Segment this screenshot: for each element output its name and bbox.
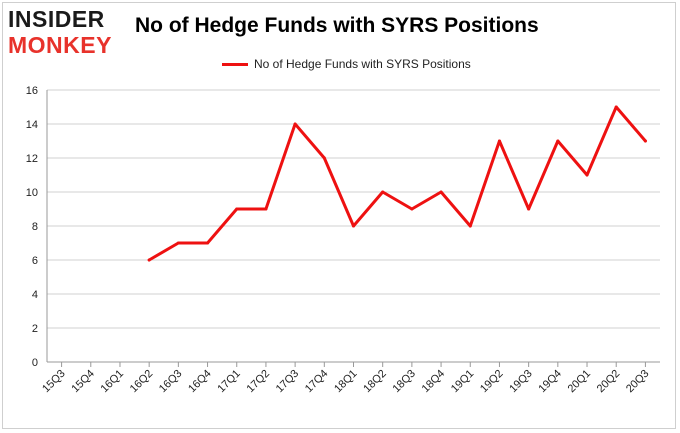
data-point	[176, 241, 180, 245]
legend-label: No of Hedge Funds with SYRS Positions	[254, 57, 471, 71]
x-tick-label: 16Q2	[128, 368, 156, 396]
y-tick-label: 10	[26, 187, 38, 199]
x-tick-label: 17Q4	[303, 368, 331, 396]
y-tick-label: 0	[32, 357, 38, 369]
chart-title: No of Hedge Funds with SYRS Positions	[135, 14, 539, 37]
x-tick-label: 18Q3	[390, 368, 418, 396]
logo-line-2: MONKEY	[8, 32, 112, 58]
x-tick-label: 16Q1	[99, 368, 127, 396]
x-tick-label: 20Q2	[595, 368, 623, 396]
y-tick-label: 2	[32, 323, 38, 335]
data-point	[527, 207, 531, 211]
data-point	[352, 224, 355, 228]
x-tick-label: 17Q1	[215, 368, 243, 396]
data-point	[147, 258, 151, 262]
x-tick-label: 19Q1	[449, 368, 477, 396]
y-tick-label: 14	[26, 119, 38, 131]
logo-line-1: INSIDER	[8, 6, 105, 32]
y-tick-label: 16	[26, 85, 38, 97]
series-line	[147, 105, 647, 262]
x-tick-label: 16Q3	[157, 368, 185, 396]
x-tick-label: 17Q3	[274, 368, 302, 396]
chart-legend: No of Hedge Funds with SYRS Positions	[222, 56, 471, 72]
x-tick-label: 19Q2	[478, 368, 506, 396]
data-point	[264, 207, 268, 211]
y-tick-label: 8	[32, 221, 38, 233]
x-tick-label: 15Q4	[69, 368, 97, 396]
y-tick-label: 12	[26, 153, 38, 165]
data-point	[614, 105, 618, 109]
data-point	[322, 156, 326, 160]
data-point	[643, 139, 647, 143]
x-tick-label: 18Q4	[420, 368, 448, 396]
y-tick-label: 4	[32, 289, 38, 301]
data-point	[497, 139, 501, 143]
data-point	[206, 241, 210, 245]
y-tick-label: 6	[32, 255, 38, 267]
data-point	[468, 224, 472, 228]
legend-swatch	[222, 62, 248, 66]
data-point	[293, 122, 297, 126]
x-tick-label: 17Q2	[245, 368, 273, 396]
x-tick-label: 20Q3	[624, 368, 652, 396]
x-tick-label: 19Q4	[536, 368, 564, 396]
x-tick-label: 18Q1	[332, 368, 360, 396]
data-point	[585, 173, 589, 177]
data-point	[556, 139, 560, 143]
x-tick-label: 15Q3	[40, 368, 68, 396]
data-point	[235, 207, 239, 211]
x-tick-label: 19Q3	[507, 368, 535, 396]
insider-monkey-logo: INSIDER MONKEY	[8, 6, 128, 58]
x-tick-label: 18Q2	[361, 368, 389, 396]
data-point	[381, 190, 385, 194]
x-tick-label: 20Q1	[566, 368, 594, 396]
data-point	[410, 207, 414, 211]
x-tick-label: 16Q4	[186, 368, 214, 396]
data-point	[439, 190, 443, 194]
